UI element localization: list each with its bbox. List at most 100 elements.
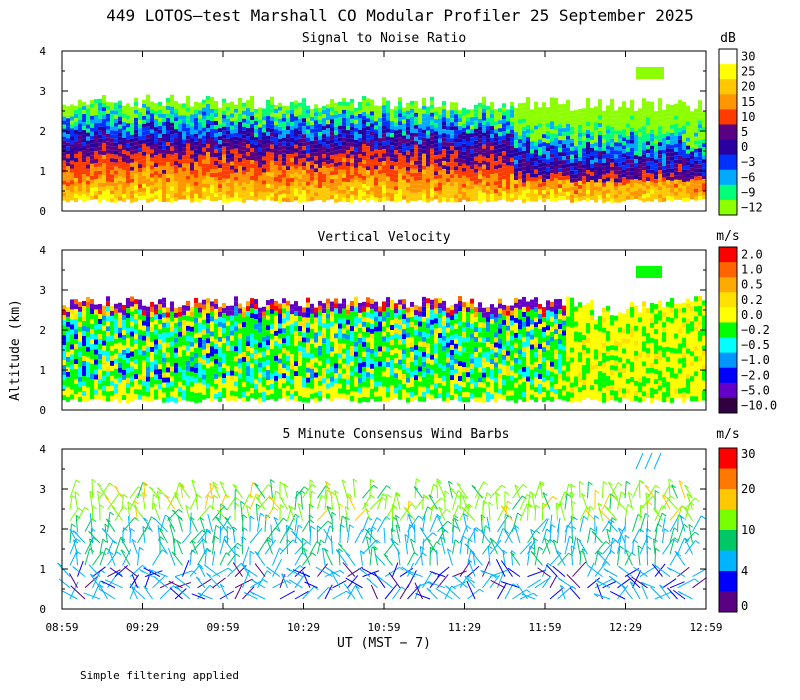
velocity-cell <box>130 296 134 302</box>
velocity-cell <box>86 386 90 392</box>
snr-cell <box>434 147 438 152</box>
snr-cell <box>258 143 262 148</box>
snr-cell <box>690 115 694 120</box>
snr-cell <box>262 188 266 193</box>
snr-cell <box>174 161 178 166</box>
snr-cell <box>178 163 182 168</box>
snr-cell <box>162 125 166 130</box>
snr-cell <box>246 160 250 165</box>
snr-cell <box>166 138 170 143</box>
snr-cell <box>422 153 426 158</box>
snr-cell <box>190 126 194 131</box>
snr-cell <box>650 121 654 126</box>
velocity-cell <box>146 371 150 377</box>
snr-cell <box>126 143 130 148</box>
snr-cell <box>654 123 658 128</box>
velocity-cell <box>162 357 166 363</box>
velocity-cell <box>210 306 214 312</box>
snr-cell <box>210 148 214 153</box>
velocity-cell <box>126 382 130 388</box>
snr-cell <box>674 123 678 128</box>
snr-cell <box>662 181 666 186</box>
velocity-cell <box>118 347 122 353</box>
snr-cell <box>114 146 118 151</box>
snr-cell <box>362 163 366 168</box>
snr-cell <box>382 181 386 186</box>
snr-cell <box>94 123 98 128</box>
snr-cell <box>138 168 142 173</box>
snr-cell <box>598 191 602 196</box>
snr-cell <box>638 124 642 129</box>
snr-cell <box>634 111 638 116</box>
snr-cell <box>686 197 690 202</box>
snr-cell <box>526 141 530 146</box>
snr-cell <box>498 144 502 149</box>
snr-cell <box>334 102 338 107</box>
snr-cell <box>526 153 530 158</box>
snr-cell <box>82 110 86 115</box>
snr-cell <box>266 139 270 144</box>
snr-cell <box>502 187 506 192</box>
snr-cell <box>102 95 106 100</box>
velocity-cell <box>106 301 110 307</box>
velocity-cell <box>246 376 250 382</box>
snr-cell <box>366 190 370 195</box>
snr-cell <box>674 127 678 132</box>
snr-cell <box>670 124 674 129</box>
snr-cell <box>62 164 66 169</box>
velocity-cell <box>78 336 82 342</box>
snr-cell <box>246 116 250 121</box>
snr-cell <box>254 160 258 165</box>
snr-cell <box>594 142 598 147</box>
snr-cell <box>222 126 226 131</box>
snr-cell <box>98 142 102 147</box>
snr-cell <box>570 174 574 179</box>
snr-cell <box>394 186 398 191</box>
snr-cell <box>82 174 86 179</box>
snr-cell <box>278 194 282 199</box>
snr-cell <box>586 146 590 151</box>
snr-cell <box>382 189 386 194</box>
velocity-cell <box>74 314 78 320</box>
velocity-cell <box>122 394 126 400</box>
snr-cell <box>610 142 614 147</box>
snr-cell <box>182 179 186 184</box>
velocity-cell <box>66 331 70 337</box>
snr-cell <box>606 121 610 126</box>
snr-cell <box>682 133 686 138</box>
snr-cell <box>374 177 378 182</box>
snr-cell <box>446 194 450 199</box>
snr-cell <box>514 172 518 177</box>
velocity-cell <box>222 378 226 384</box>
snr-cell <box>230 101 234 106</box>
snr-cell <box>294 100 298 105</box>
snr-cell <box>66 126 70 131</box>
snr-cell <box>414 156 418 161</box>
velocity-cell <box>250 348 254 354</box>
snr-cell <box>194 137 198 142</box>
snr-cell <box>426 190 430 195</box>
snr-cell <box>202 187 206 192</box>
velocity-cell <box>250 343 254 349</box>
snr-cell <box>254 136 258 141</box>
snr-cell <box>266 175 270 180</box>
snr-cell <box>166 186 170 191</box>
snr-cell <box>114 198 118 203</box>
snr-cell <box>482 136 486 141</box>
snr-cell <box>250 124 254 129</box>
snr-cell <box>578 196 582 201</box>
snr-cell <box>650 117 654 122</box>
snr-cell <box>402 139 406 144</box>
snr-cell <box>270 168 274 173</box>
velocity-cell <box>206 348 210 354</box>
snr-cell <box>602 122 606 127</box>
velocity-cell <box>158 314 162 320</box>
snr-cell <box>546 195 550 200</box>
snr-cell <box>542 134 546 139</box>
velocity-cell <box>194 312 198 318</box>
velocity-cell <box>122 324 126 330</box>
snr-cell <box>238 133 242 138</box>
snr-cell <box>614 162 618 167</box>
snr-cell <box>550 141 554 146</box>
snr-cell <box>142 175 146 180</box>
